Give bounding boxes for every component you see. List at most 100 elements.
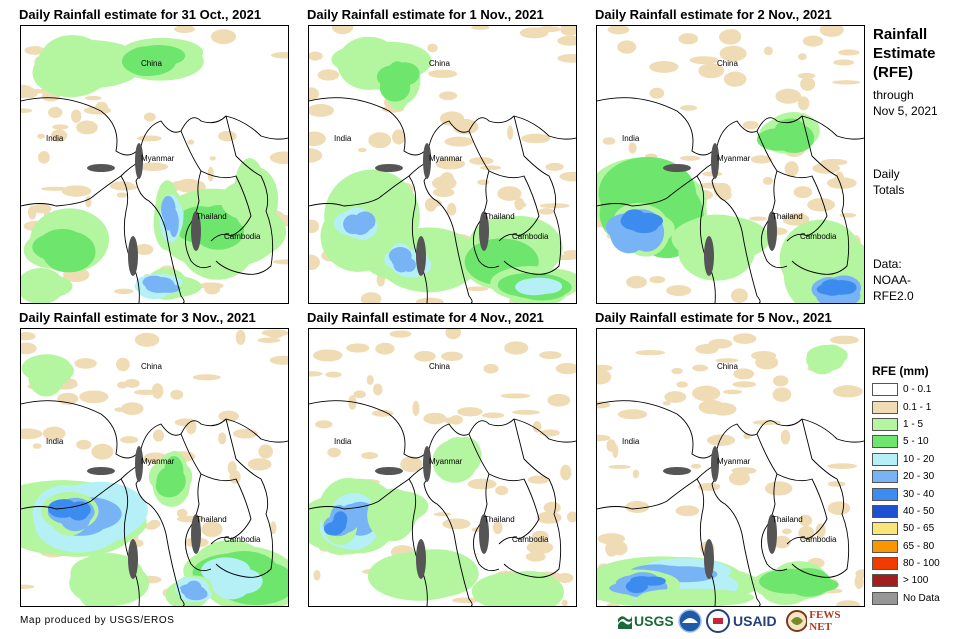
rainfall-cell bbox=[444, 136, 474, 147]
rainfall-cell bbox=[765, 131, 792, 144]
rainfall-cell bbox=[557, 53, 576, 63]
rainfall-cell bbox=[400, 456, 423, 473]
rainfall-cell bbox=[543, 501, 561, 514]
legend-swatch bbox=[872, 435, 898, 449]
noaa-seal-icon bbox=[678, 609, 702, 633]
rainfall-cell bbox=[628, 582, 649, 591]
rainfall-cell bbox=[807, 198, 836, 212]
rainfall-cell bbox=[537, 26, 561, 33]
rainfall-cell bbox=[431, 176, 457, 191]
country-border bbox=[309, 400, 576, 459]
panel-title: Daily Rainfall estimate for 1 Nov., 2021 bbox=[307, 7, 544, 22]
country-label-china: China bbox=[141, 59, 162, 68]
rainfall-cell bbox=[346, 343, 370, 353]
legend-item: 80 - 100 bbox=[872, 555, 940, 572]
rainfall-cell bbox=[247, 458, 272, 471]
rainfall-cell bbox=[719, 29, 742, 45]
rainfall-cell bbox=[500, 393, 531, 399]
rainfall-cell bbox=[698, 63, 725, 79]
country-border bbox=[711, 145, 761, 303]
rainfall-cell bbox=[713, 182, 732, 198]
rainfall-cell bbox=[820, 279, 845, 296]
rainfall-cell bbox=[482, 412, 505, 419]
legend-item: 65 - 80 bbox=[872, 538, 940, 555]
rainfall-cell bbox=[481, 573, 550, 605]
country-border bbox=[135, 145, 185, 303]
rainfall-cell bbox=[176, 508, 188, 518]
country-label-india: India bbox=[46, 134, 64, 143]
rainfall-cell bbox=[626, 275, 647, 289]
rainfall-cell bbox=[309, 148, 323, 163]
rainfall-cell bbox=[606, 439, 617, 452]
legend-swatch bbox=[872, 400, 898, 414]
rainfall-cell bbox=[775, 88, 802, 104]
rainfall-cell bbox=[730, 288, 748, 303]
country-border bbox=[135, 448, 185, 606]
rainfall-cell bbox=[539, 351, 562, 360]
rainfall-cell bbox=[531, 530, 549, 543]
rainfall-cell bbox=[697, 482, 721, 491]
rainfall-cell bbox=[557, 35, 576, 46]
country-label-myanmar: Myanmar bbox=[429, 154, 463, 163]
rainfall-cell bbox=[782, 213, 810, 226]
rainfall-cell bbox=[143, 112, 156, 122]
country-border bbox=[309, 97, 576, 156]
rainfall-cell bbox=[451, 597, 482, 604]
panel-title: Daily Rainfall estimate for 4 Nov., 2021 bbox=[307, 310, 544, 325]
rainfall-cell bbox=[797, 96, 810, 111]
usaid-logo: USAID bbox=[706, 606, 777, 636]
rainfall-cell bbox=[385, 563, 467, 599]
legend-swatch bbox=[872, 557, 898, 571]
rainfall-cell bbox=[764, 481, 793, 496]
rainfall-cell bbox=[152, 429, 165, 442]
rainfall-cell bbox=[201, 521, 223, 538]
rainfall-cell bbox=[649, 61, 679, 73]
country-label-india: India bbox=[334, 437, 352, 446]
country-label-cambodia: Cambodia bbox=[512, 232, 549, 241]
rainfall-cell bbox=[32, 203, 52, 214]
rainfall-cell bbox=[836, 600, 861, 606]
rainfall-cell bbox=[839, 212, 857, 218]
rainfall-cell bbox=[507, 125, 514, 140]
rainfall-cell bbox=[269, 151, 288, 164]
rainfall-cell bbox=[602, 137, 616, 145]
data-source: Data: NOAA- RFE2.0 bbox=[873, 256, 914, 304]
rainfall-cell bbox=[435, 158, 466, 170]
rainfall-cell bbox=[21, 342, 37, 355]
rainfall-cell bbox=[312, 349, 343, 362]
panel-title: Daily Rainfall estimate for 31 Oct., 202… bbox=[19, 7, 262, 22]
rainfall-cell bbox=[826, 177, 857, 189]
rainfall-cell bbox=[833, 385, 863, 398]
rainfall-cell bbox=[32, 443, 42, 449]
legend-label: 1 - 5 bbox=[903, 418, 924, 430]
rainfall-cell bbox=[218, 410, 239, 422]
legend-label: 5 - 10 bbox=[903, 436, 929, 448]
rainfall-cell bbox=[227, 461, 237, 475]
legend-label: 80 - 100 bbox=[903, 558, 940, 570]
rainfall-cell bbox=[634, 594, 750, 606]
country-border bbox=[776, 473, 828, 545]
rainfall-cell bbox=[695, 343, 719, 355]
rainfall-cell bbox=[833, 59, 855, 66]
rainfall-cell bbox=[372, 383, 383, 396]
rainfall-cell bbox=[471, 26, 490, 30]
legend-swatch bbox=[872, 383, 898, 397]
rainfall-cell bbox=[165, 466, 182, 486]
rainfall-cell bbox=[270, 52, 288, 59]
rainfall-cell bbox=[35, 39, 145, 89]
rainfall-cell bbox=[678, 33, 699, 45]
rainfall-cell bbox=[676, 381, 688, 388]
rainfall-cell bbox=[806, 344, 848, 366]
rainfall-cell bbox=[412, 400, 420, 417]
coastline-detail bbox=[767, 514, 777, 554]
rainfall-cell bbox=[388, 247, 412, 265]
rainfall-cell bbox=[838, 49, 860, 56]
rainfall-cell bbox=[675, 505, 700, 517]
rainfall-cell bbox=[772, 572, 798, 587]
legend-item: 20 - 30 bbox=[872, 468, 940, 485]
totals-line: Totals bbox=[873, 183, 905, 197]
legend-swatch bbox=[872, 522, 898, 536]
rainfall-map: China India Myanmar Thailand Cambodia bbox=[21, 329, 288, 606]
rainfall-cell bbox=[483, 363, 499, 374]
data-source-line: RFE2.0 bbox=[873, 289, 914, 303]
